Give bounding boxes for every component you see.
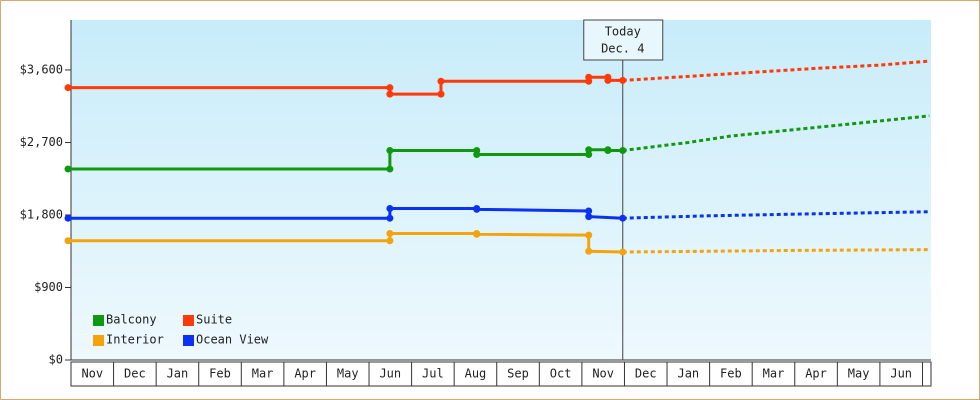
month-label: Dec bbox=[124, 367, 146, 381]
month-label: Jun bbox=[379, 367, 401, 381]
month-label: Apr bbox=[294, 367, 316, 381]
point bbox=[473, 230, 481, 238]
month-label: Mar bbox=[252, 367, 274, 381]
point bbox=[619, 76, 627, 84]
legend-label: Suite bbox=[196, 313, 232, 327]
month-label: Jul bbox=[422, 367, 444, 381]
y-tick-label: $3,600 bbox=[20, 62, 63, 76]
point bbox=[386, 237, 394, 245]
month-label: Apr bbox=[805, 367, 827, 381]
month-label: Sep bbox=[507, 367, 529, 381]
month-label: Jun bbox=[890, 367, 912, 381]
point bbox=[437, 90, 445, 98]
point bbox=[386, 147, 394, 155]
point bbox=[585, 146, 593, 154]
point bbox=[386, 165, 394, 173]
point bbox=[604, 147, 612, 155]
legend-swatch bbox=[183, 335, 194, 346]
point bbox=[619, 147, 627, 155]
point bbox=[386, 90, 394, 98]
point bbox=[619, 248, 627, 256]
legend-label: Ocean View bbox=[196, 333, 269, 347]
today-title: Today bbox=[605, 25, 641, 39]
forecast-line bbox=[622, 210, 930, 220]
point bbox=[585, 207, 593, 215]
point bbox=[64, 237, 72, 245]
legend-swatch bbox=[183, 315, 194, 326]
point bbox=[437, 77, 445, 85]
point bbox=[386, 84, 394, 92]
month-label: Jan bbox=[677, 367, 699, 381]
month-label: Dec bbox=[635, 367, 657, 381]
legend-label: Balcony bbox=[106, 313, 157, 327]
y-tick-label: $0 bbox=[49, 353, 63, 367]
month-label: May bbox=[337, 367, 359, 381]
month-label: Mar bbox=[763, 367, 785, 381]
point bbox=[585, 73, 593, 81]
forecast-line bbox=[622, 114, 930, 153]
point bbox=[585, 213, 593, 221]
point bbox=[619, 214, 627, 222]
point bbox=[585, 231, 593, 239]
month-label: Feb bbox=[720, 367, 742, 381]
y-tick-label: $1,800 bbox=[20, 207, 63, 221]
point bbox=[64, 214, 72, 222]
point bbox=[386, 214, 394, 222]
month-label: Nov bbox=[592, 367, 614, 381]
month-label: Oct bbox=[550, 367, 572, 381]
y-tick-label: $900 bbox=[34, 280, 63, 294]
point bbox=[473, 151, 481, 159]
point bbox=[604, 76, 612, 84]
today-box bbox=[583, 19, 664, 61]
legend-label: Interior bbox=[106, 333, 164, 347]
point bbox=[473, 205, 481, 213]
month-label: May bbox=[848, 367, 870, 381]
forecast-line bbox=[622, 248, 930, 254]
month-label: Aug bbox=[465, 367, 487, 381]
legend-swatch bbox=[93, 335, 104, 346]
forecast-line bbox=[622, 59, 930, 82]
y-tick-label: $2,700 bbox=[20, 135, 63, 149]
plot-area bbox=[71, 20, 931, 360]
month-strip bbox=[70, 361, 932, 387]
point bbox=[585, 151, 593, 159]
month-label: Jan bbox=[167, 367, 189, 381]
month-label: Nov bbox=[81, 367, 103, 381]
point bbox=[64, 165, 72, 173]
point bbox=[585, 247, 593, 255]
today-date: Dec. 4 bbox=[601, 42, 644, 56]
month-label: Feb bbox=[209, 367, 231, 381]
point bbox=[386, 205, 394, 213]
legend-swatch bbox=[93, 315, 104, 326]
point bbox=[386, 230, 394, 238]
point bbox=[64, 84, 72, 92]
